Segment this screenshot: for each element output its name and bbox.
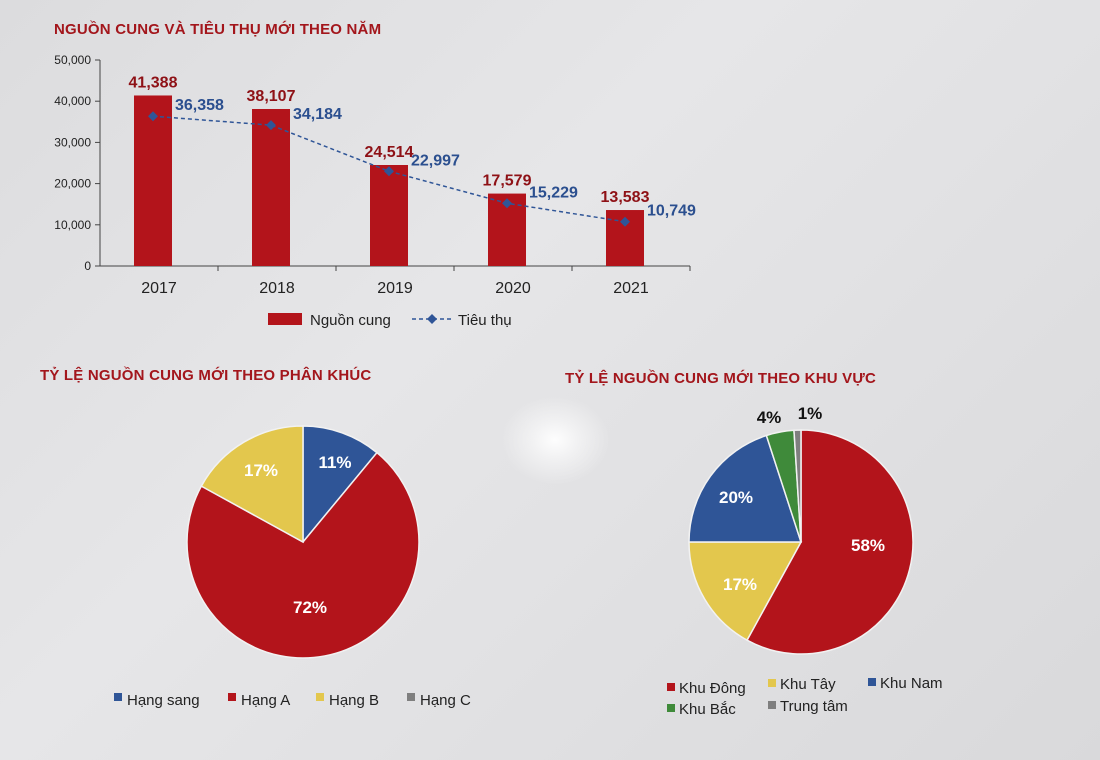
pie2-slice-label: 1% xyxy=(798,404,823,423)
bar-nguon-cung xyxy=(134,95,172,266)
pie1-slice xyxy=(200,425,304,544)
line-point-marker xyxy=(266,120,276,131)
x-tick-label: 2017 xyxy=(141,280,177,297)
pie2-slice xyxy=(688,541,803,642)
pie2-legend-swatch xyxy=(868,678,876,686)
pie1-legend-swatch xyxy=(407,693,415,701)
pie1-legend-swatch xyxy=(228,693,236,701)
y-tick-label: 0 xyxy=(84,259,91,273)
y-tick-label: 30,000 xyxy=(54,135,91,149)
pie1-legend-swatch xyxy=(316,693,324,701)
pie1-legend-label: Hạng C xyxy=(420,692,471,709)
y-tick-label: 50,000 xyxy=(54,53,91,67)
legend-swatch-nguon-cung xyxy=(268,313,302,325)
y-tick-label: 10,000 xyxy=(54,218,91,232)
line-value-label: 10,749 xyxy=(647,203,696,220)
pie2-legend-label: Khu Tây xyxy=(780,676,836,693)
pie2-legend-label: Khu Bắc xyxy=(679,701,736,718)
line-value-label: 22,997 xyxy=(411,152,460,169)
pie2-chart-title: TỶ LỆ NGUỒN CUNG MỚI THEO KHU VỰC xyxy=(565,370,877,387)
x-tick-label: 2018 xyxy=(259,280,295,297)
pie2-legend-swatch xyxy=(667,704,675,712)
y-tick-label: 40,000 xyxy=(54,94,91,108)
pie2-legend-swatch xyxy=(768,701,776,709)
bar-chart-title: NGUỒN CUNG VÀ TIÊU THỤ MỚI THEO NĂM xyxy=(54,21,382,38)
bar-value-label: 24,514 xyxy=(365,144,414,161)
bar-nguon-cung xyxy=(370,165,408,266)
pie2-slice-label: 4% xyxy=(757,408,782,427)
bar-value-label: 38,107 xyxy=(247,88,296,105)
legend-marker-tieu-thu xyxy=(427,314,437,324)
pie1-slice-label: 17% xyxy=(244,461,278,480)
pie1-slice xyxy=(302,425,378,545)
pie2-slice-label: 20% xyxy=(719,488,753,507)
line-point-marker xyxy=(620,216,630,227)
line-point-marker xyxy=(148,111,158,122)
pie2-slice xyxy=(793,429,802,543)
bar-nguon-cung xyxy=(252,108,290,266)
legend-label-nguon-cung: Nguồn cung xyxy=(310,312,391,329)
pie1-legend-swatch xyxy=(114,693,122,701)
pie1-legend-label: Hạng B xyxy=(329,692,379,709)
x-tick-label: 2020 xyxy=(495,280,531,297)
pie1-legend-label: Hạng sang xyxy=(127,692,200,709)
line-value-label: 36,358 xyxy=(175,97,224,114)
line-point-marker xyxy=(502,198,512,209)
x-tick-label: 2021 xyxy=(613,280,649,297)
pie2-legend-swatch xyxy=(768,679,776,687)
pie2-legend-label: Khu Nam xyxy=(880,675,943,692)
pie1-chart-title: TỶ LỆ NGUỒN CUNG MỚI THEO PHÂN KHÚC xyxy=(40,367,372,384)
bar-value-label: 13,583 xyxy=(601,189,650,206)
pie1-legend-label: Hạng A xyxy=(241,692,290,709)
line-value-label: 34,184 xyxy=(293,106,342,123)
pie1-slice-label: 72% xyxy=(293,598,327,617)
pie2-slice xyxy=(688,434,803,543)
line-value-label: 15,229 xyxy=(529,184,578,201)
legend-label-tieu-thu: Tiêu thụ xyxy=(458,312,512,329)
pie2-slice xyxy=(746,429,914,655)
pie1-slice xyxy=(186,451,420,659)
bar-value-label: 41,388 xyxy=(129,74,178,91)
bar-value-label: 17,579 xyxy=(483,173,532,190)
x-tick-label: 2019 xyxy=(377,280,413,297)
pie2-slice-label: 58% xyxy=(851,536,885,555)
pie1-slice-label: 11% xyxy=(318,453,351,472)
pie2-legend-swatch xyxy=(667,683,675,691)
y-tick-label: 20,000 xyxy=(54,177,91,191)
line-point-marker xyxy=(384,166,394,177)
pie2-slice-label: 17% xyxy=(723,575,757,594)
pie2-legend-label: Trung tâm xyxy=(780,698,848,715)
pie2-legend-label: Khu Đông xyxy=(679,680,746,697)
